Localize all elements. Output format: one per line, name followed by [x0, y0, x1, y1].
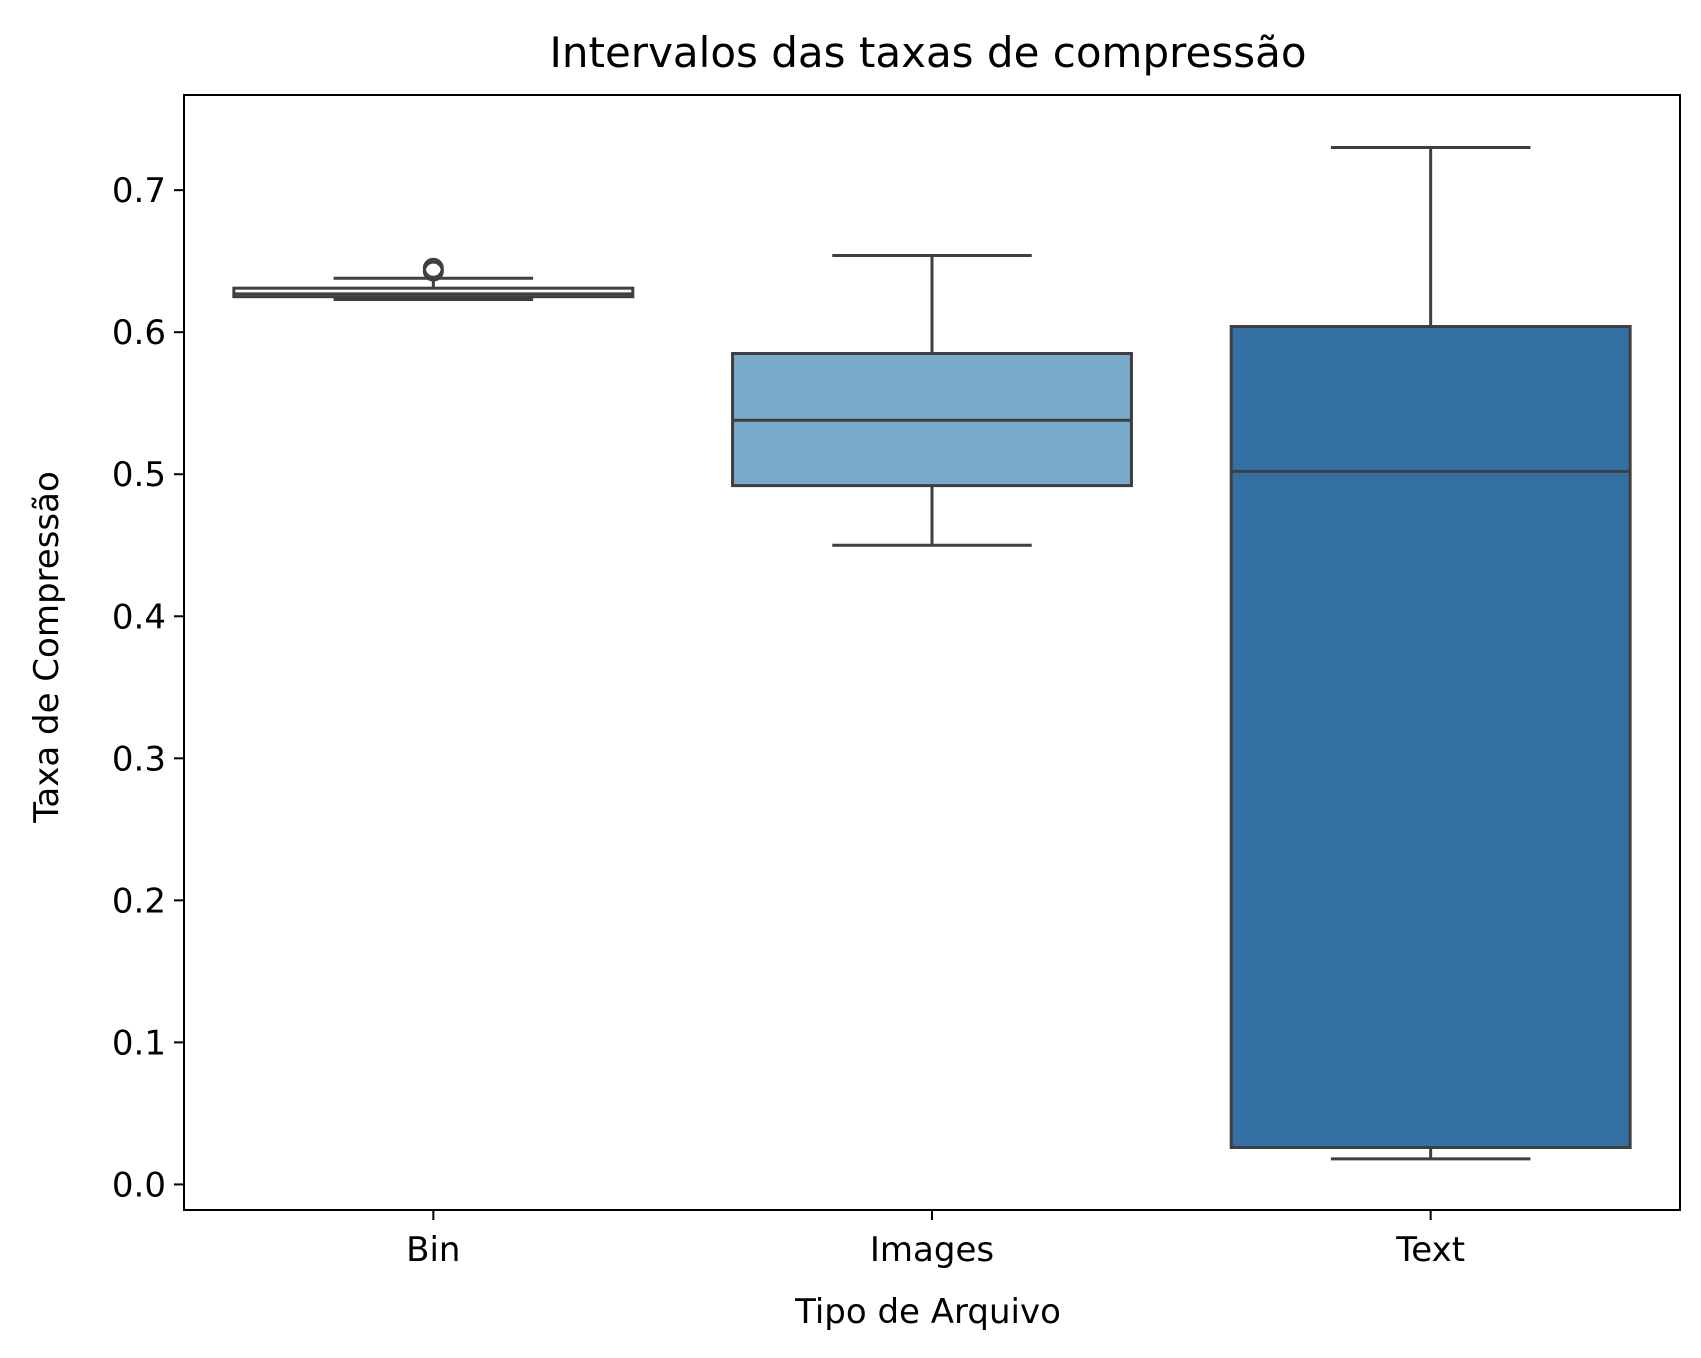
y-axis-title: Taxa de Compressão — [27, 471, 67, 824]
y-tick-label: 0.1 — [112, 1023, 166, 1063]
y-tick-label: 0.3 — [112, 739, 166, 779]
y-tick-label: 0.6 — [112, 313, 166, 353]
outlier-point — [422, 257, 444, 279]
y-tick-label: 0.4 — [112, 597, 166, 637]
axes-frame — [183, 94, 1681, 1211]
x-axis-title: Tipo de Arquivo — [794, 1292, 1061, 1332]
box-text — [1229, 146, 1632, 1161]
x-tick-label: Text — [1395, 1230, 1465, 1270]
y-tick-label: 0.2 — [112, 881, 166, 921]
x-tick-label: Images — [870, 1230, 994, 1270]
x-axis: Bin Images Text — [406, 1210, 1465, 1270]
y-axis: 0.0 0.1 0.2 0.3 0.4 0.5 0.6 0.7 — [112, 171, 184, 1205]
plot-area — [232, 146, 1632, 1161]
chart-title: Intervalos das taxas de compressão — [549, 28, 1306, 77]
x-tick-label: Bin — [406, 1230, 460, 1270]
y-tick-label: 0.7 — [112, 171, 166, 211]
y-tick-label: 0.0 — [112, 1165, 166, 1205]
y-tick-label: 0.5 — [112, 455, 166, 495]
box-body — [1229, 325, 1632, 1150]
box-bin — [232, 257, 635, 302]
box-images — [731, 254, 1133, 547]
